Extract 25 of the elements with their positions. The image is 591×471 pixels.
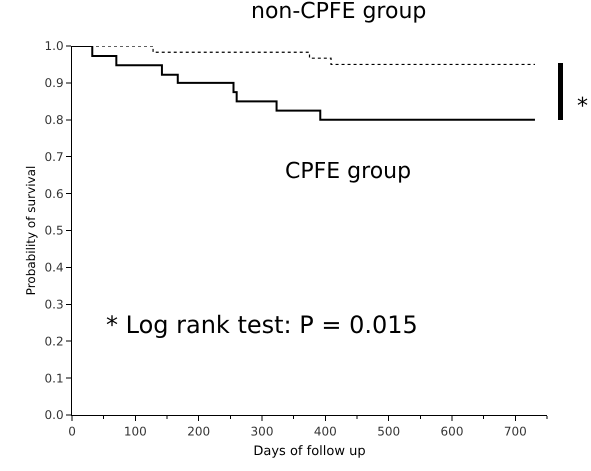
y-tick-label: 0.1	[44, 371, 64, 386]
x-axis-title: Days of follow up	[253, 444, 366, 459]
series-label: non-CPFE group	[251, 0, 426, 24]
x-tick-label: 500	[377, 424, 400, 438]
y-tick-label: 0.9	[44, 76, 64, 90]
y-tick-label: 0.0	[44, 408, 64, 422]
x-tick-label: 600	[440, 424, 464, 438]
series-label: CPFE group	[285, 159, 412, 184]
y-tick-label: 0.8	[44, 113, 64, 127]
text: *	[577, 94, 588, 119]
x-tick-label: 200	[187, 424, 210, 438]
y-tick-label: 0.6	[44, 186, 64, 201]
x-tick-label: 400	[314, 424, 337, 438]
y-tick-label: 0.5	[44, 224, 64, 238]
y-tick-label: 0.7	[44, 150, 64, 164]
x-tick-label: 300	[250, 424, 274, 438]
y-tick-label: 0.3	[44, 298, 64, 312]
y-tick-label: 1.0	[44, 39, 64, 54]
annotation: * Log rank test: P = 0.015	[106, 311, 418, 339]
y-tick-label: 0.2	[44, 334, 64, 348]
x-tick-label: 0	[68, 424, 76, 438]
y-axis-title: Probability of survival	[24, 166, 38, 296]
x-tick-label: 700	[504, 424, 527, 438]
y-tick-label: 0.4	[44, 260, 64, 275]
x-tick-label: 100	[124, 424, 147, 438]
